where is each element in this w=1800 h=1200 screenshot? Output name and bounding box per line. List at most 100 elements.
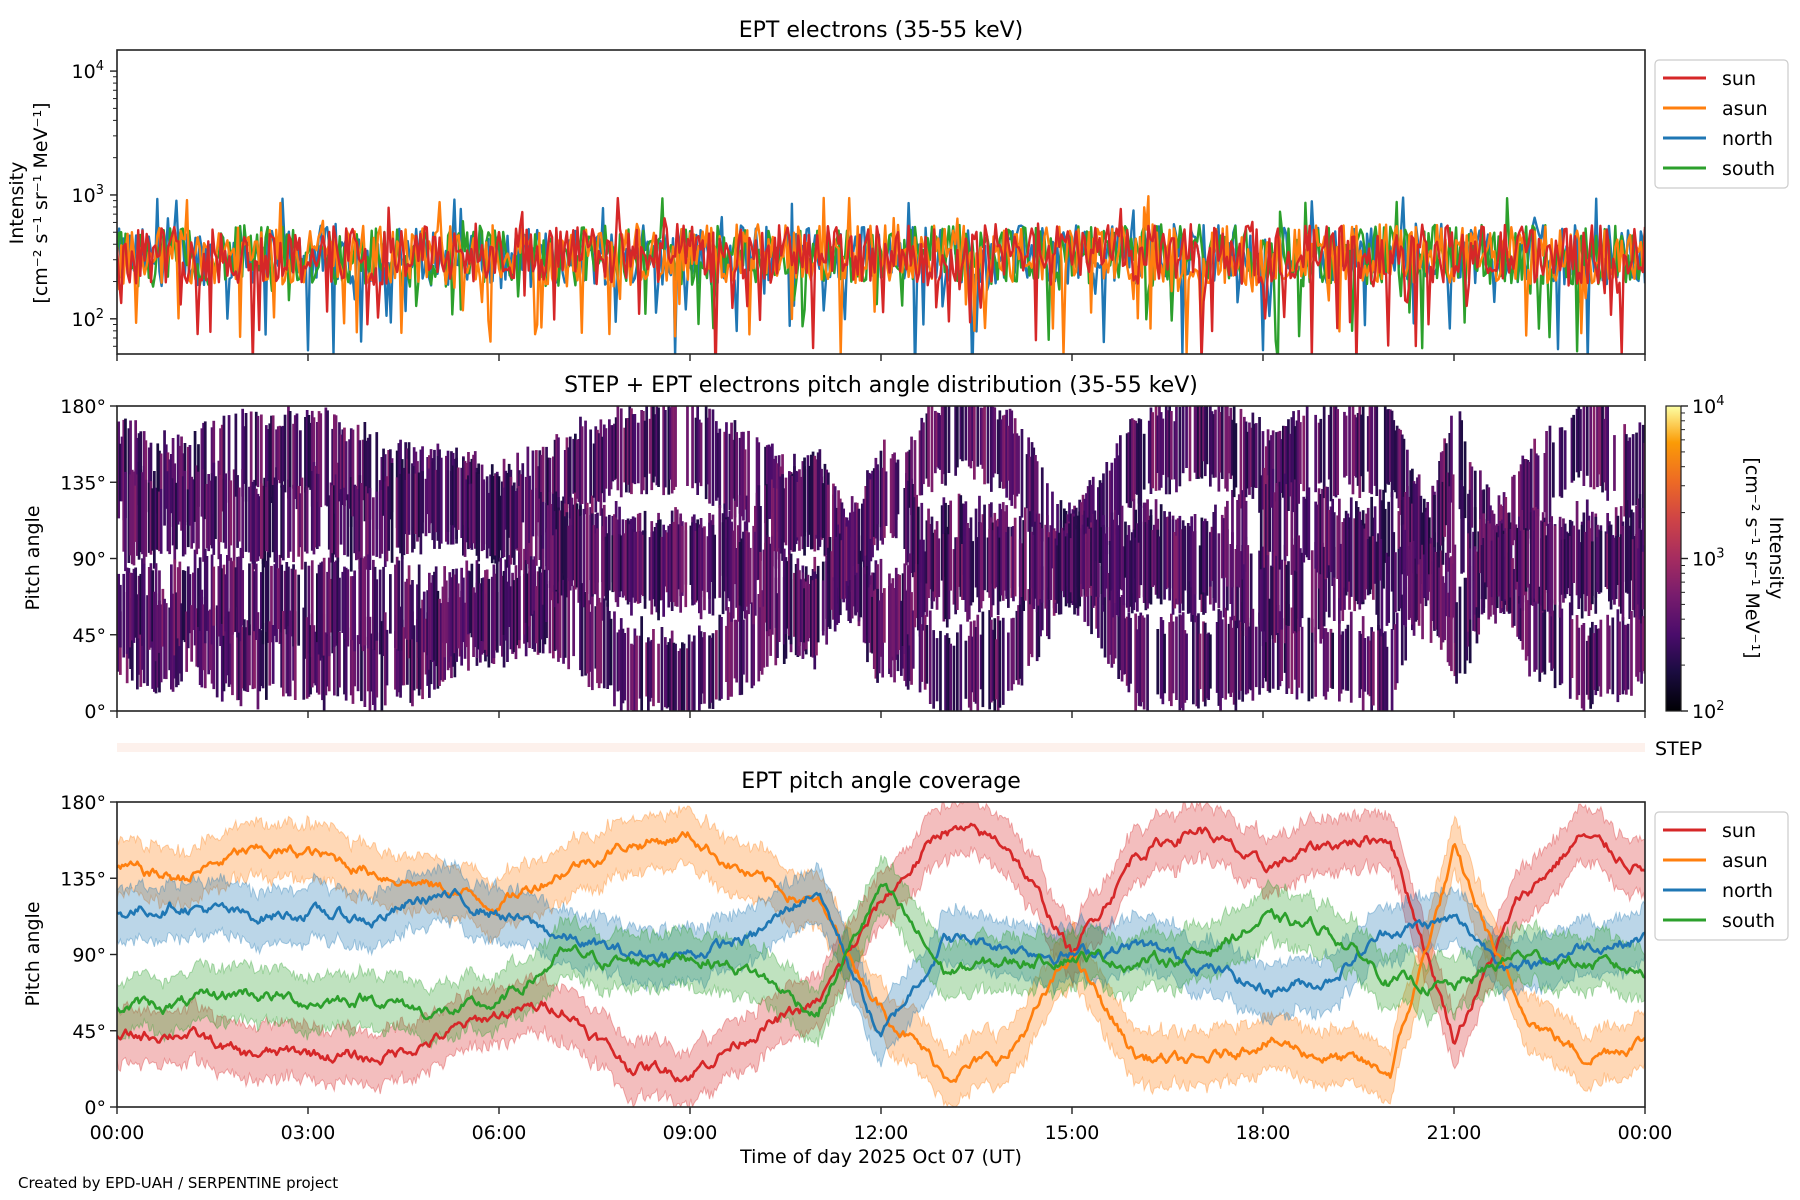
heatmap-cell [857,508,861,564]
heatmap-cell [1326,486,1329,578]
heatmap-cell [1129,617,1132,684]
heatmap-cell [200,589,204,688]
heatmap-cell [122,419,126,521]
heatmap-cell [601,436,604,494]
heatmap-cell [343,621,346,695]
heatmap-cell [956,632,959,711]
heatmap-cell [280,426,284,488]
heatmap-cell [1085,533,1088,597]
heatmap-cell [1431,486,1435,565]
heatmap-cell [529,489,533,564]
heatmap-cell [1022,520,1026,611]
heatmap-cell [188,445,192,526]
heatmap-cell [1209,406,1212,487]
heatmap-cell [961,544,964,600]
heatmap-cell [253,571,256,632]
heatmap-cell [453,458,457,528]
heatmap-cell [443,566,447,658]
heatmap-cell [506,581,509,662]
heatmap-cell [1441,481,1445,565]
heatmap-cell [725,519,728,611]
heatmap-cell [317,411,321,502]
heatmap-cell [619,618,623,711]
heatmap-cell [1623,624,1627,691]
heatmap-cell [507,463,511,538]
heatmap-cell [1117,525,1121,617]
heatmap-cell [871,470,874,558]
heatmap-cell [363,422,367,522]
heatmap-cell [1563,539,1567,594]
heatmap-cell [1290,417,1294,512]
heatmap-cell [261,485,265,564]
heatmap-cell [528,475,531,569]
heatmap-cell [922,422,925,485]
heatmap-cell [1276,550,1280,633]
heatmap-cell [453,574,457,654]
heatmap-cell [568,436,572,508]
heatmap-cell [349,627,353,696]
heatmap-cell [730,521,733,622]
heatmap-cell [1285,601,1289,694]
heatmap-cell [579,516,582,601]
heatmap-cell [1005,532,1009,599]
heatmap-cell [319,413,323,508]
heatmap-cell [1494,525,1497,624]
heatmap-cell [650,639,654,698]
heatmap-cell [395,556,399,650]
heatmap-cell [387,450,391,518]
heatmap-cell [1332,512,1336,578]
heatmap-cell [1029,511,1032,605]
heatmap-cell [1377,625,1380,711]
heatmap-cell [266,481,270,561]
heatmap-cell [495,474,499,564]
heatmap-cell [261,558,265,645]
heatmap-cell [176,567,180,639]
heatmap-cell [321,620,324,701]
heatmap-cell [254,411,258,486]
heatmap-cell [1037,560,1041,658]
heatmap-cell [1210,411,1214,475]
heatmap-cell [1203,518,1207,593]
heatmap-cell [416,584,419,643]
heatmap-cell [1327,550,1331,618]
heatmap-cell [402,467,406,556]
heatmap-cell [412,466,416,549]
heatmap-cell [1147,420,1151,484]
heatmap-cell [293,415,297,499]
heatmap-cell [1090,527,1093,586]
heatmap-cell [1402,524,1406,626]
heatmap-cell [292,484,295,563]
heatmap-cell [552,456,555,512]
heatmap-cell [596,429,599,502]
heatmap-cell [1628,525,1632,619]
heatmap-cell [1013,517,1017,597]
heatmap-cell [1287,604,1290,689]
heatmap-cell [299,430,302,486]
panel2-heatmap [117,406,1645,711]
heatmap-cell [1390,629,1394,711]
heatmap-cell [1170,613,1173,707]
heatmap-cell [1568,602,1572,699]
heatmap-cell [1017,435,1020,494]
heatmap-cell [840,540,844,599]
heatmap-cell [1317,554,1321,630]
heatmap-cell [1127,612,1131,693]
heatmap-cell [1521,455,1525,536]
heatmap-cell [1628,437,1632,518]
heatmap-cell [1436,480,1440,566]
heatmap-cell [409,584,413,640]
heatmap-cell [280,485,284,558]
heatmap-cell [1017,605,1020,685]
heatmap-cell [434,566,438,667]
heatmap-cell [1105,462,1109,555]
heatmap-cell [278,425,282,484]
heatmap-cell [1270,565,1273,636]
heatmap-cell [740,431,744,517]
heatmap-cell [1237,620,1241,700]
heatmap-cell [670,630,674,711]
heatmap-cell [1477,531,1481,618]
heatmap-cell [789,475,793,551]
heatmap-cell [1244,421,1248,498]
heatmap-cell [163,598,166,679]
heatmap-cell [687,634,691,711]
